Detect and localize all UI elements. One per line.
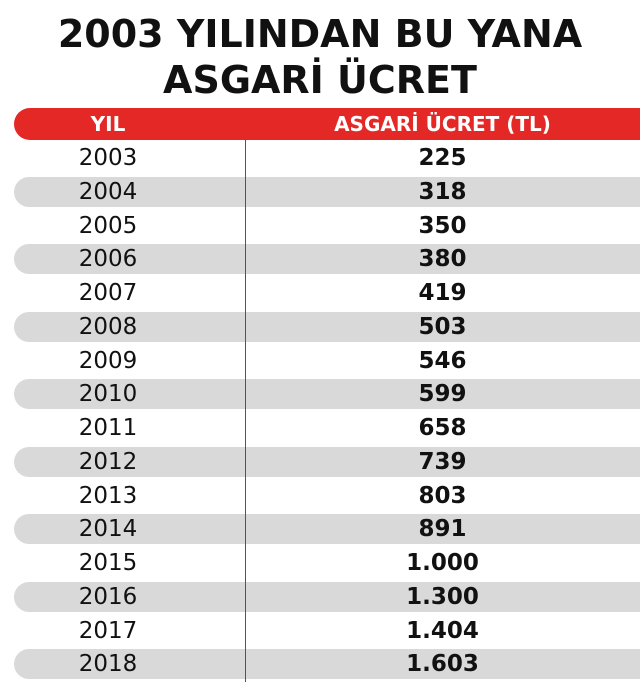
table-row: 2008 503 [14,311,640,342]
wage-cell: 739 [418,448,467,475]
table-row: 2016 1.300 [14,581,640,612]
table-row: 2013 803 [14,481,640,511]
column-header: YIL [90,112,126,136]
wage-cell: 1.603 [406,651,479,678]
year-cell: 2004 [78,178,138,205]
wage-cell: 1.000 [406,550,479,576]
table-row: 2003 225 [14,143,640,173]
wage-cell: 503 [418,313,467,340]
table-row: 2012 739 [14,446,640,477]
year-cell: 2006 [78,246,138,273]
table-row: 2006 380 [14,244,640,275]
year-cell: 2007 [78,280,138,306]
table-row: 2017 1.404 [14,616,640,646]
wage-cell: 658 [418,415,467,441]
wage-cell: 599 [418,381,467,408]
wage-cell: 225 [418,145,467,171]
table-row: 2010 599 [14,379,640,410]
table-row: 2009 546 [14,346,640,376]
column-divider [245,140,246,682]
wage-cell: 318 [418,178,467,205]
table-row: 2014 891 [14,514,640,545]
table-row: 2007 419 [14,278,640,308]
table-row: 2004 318 [14,176,640,207]
year-cell: 2005 [78,212,138,239]
column-header: ASGARİ ÜCRET (TL) [334,112,551,136]
year-cell: 2008 [78,313,138,340]
wage-cell: 380 [418,246,467,273]
table-row: 2018 1.603 [14,649,640,680]
table-row: 2011 658 [14,413,640,443]
wage-cell: 419 [418,280,467,306]
wage-cell: 803 [418,482,467,509]
table-row: 2005 350 [14,211,640,241]
title: ASGARİ ÜCRET [163,58,477,102]
year-cell: 2015 [78,550,138,576]
year-cell: 2009 [78,347,138,374]
year-cell: 2018 [78,651,138,678]
wage-cell: 891 [418,516,467,543]
wage-cell: 1.300 [406,583,479,610]
year-cell: 2003 [78,145,138,171]
table-row: 2015 1.000 [14,548,640,578]
title: 2003 YILINDAN BU YANA [57,12,583,56]
wage-cell: 546 [418,347,467,374]
wage-cell: 350 [418,212,467,239]
year-cell: 2012 [78,448,138,475]
year-cell: 2014 [78,516,138,543]
year-cell: 2017 [78,617,138,644]
year-cell: 2016 [78,583,138,610]
year-cell: 2013 [78,482,138,509]
table-header: YIL ASGARİ ÜCRET (TL) [14,108,640,140]
year-cell: 2011 [78,415,138,441]
year-cell: 2010 [78,381,138,408]
wage-cell: 1.404 [406,617,479,644]
